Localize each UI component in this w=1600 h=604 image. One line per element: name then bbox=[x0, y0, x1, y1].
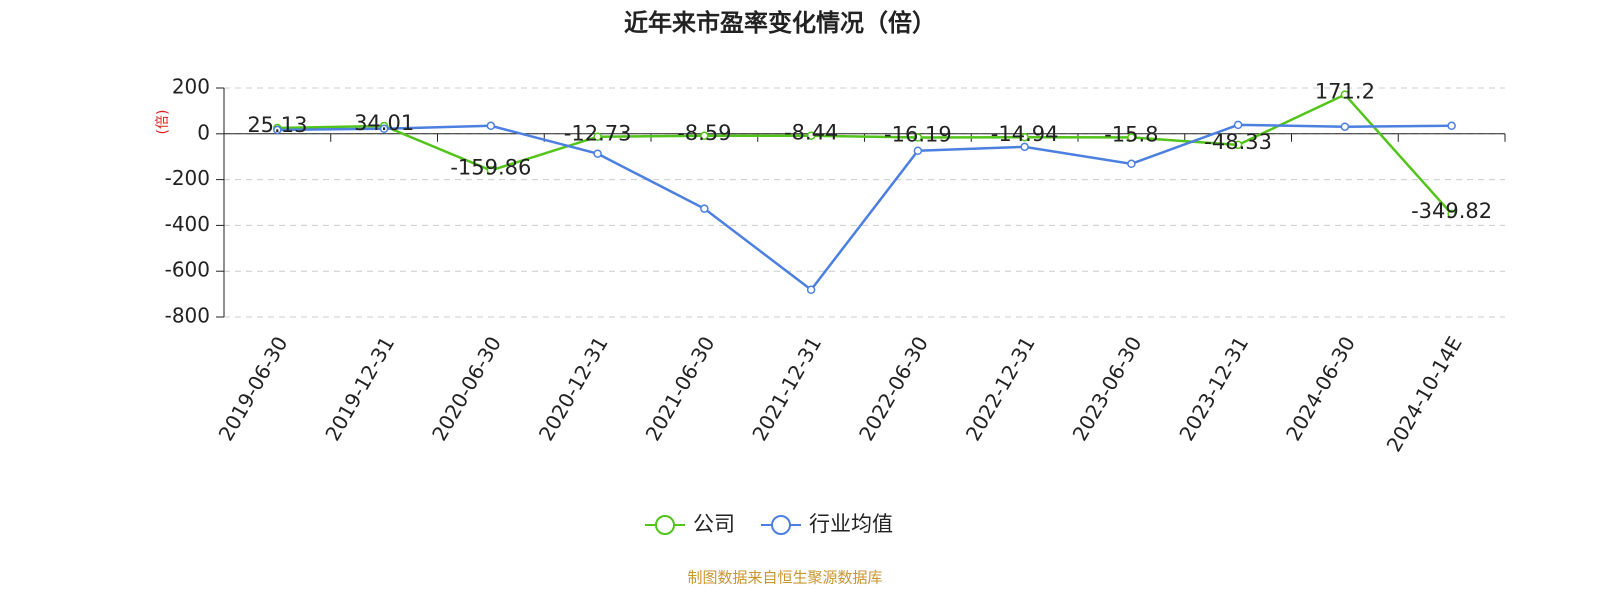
data-label: -14.94 bbox=[991, 122, 1059, 146]
series-line bbox=[277, 93, 1453, 215]
series-line bbox=[277, 123, 1452, 292]
data-label: -159.86 bbox=[450, 155, 531, 179]
point bbox=[1127, 159, 1136, 169]
point bbox=[700, 131, 709, 141]
x-tick-label: 2020-12-31 bbox=[534, 332, 613, 445]
y-tick-label: -200 bbox=[165, 166, 210, 190]
legend-item[interactable]: 公司 bbox=[645, 512, 735, 536]
x-tick-label: 2021-12-31 bbox=[747, 332, 826, 445]
legend-marker bbox=[771, 515, 791, 535]
x-tick-label: 2022-06-30 bbox=[854, 332, 933, 445]
data-label: -12.73 bbox=[564, 122, 632, 146]
point bbox=[806, 285, 816, 294]
data-label: -8.44 bbox=[784, 121, 838, 145]
data-label: 25.13 bbox=[247, 113, 307, 137]
point bbox=[1233, 120, 1243, 130]
point bbox=[486, 121, 496, 131]
chart-title: 近年来市盈率变化情况（倍） bbox=[624, 9, 936, 37]
data-label: -8.59 bbox=[677, 121, 731, 145]
point bbox=[1233, 140, 1243, 150]
legend-item[interactable]: 行业均值 bbox=[761, 512, 893, 536]
point bbox=[806, 131, 816, 140]
point bbox=[1127, 133, 1136, 142]
point bbox=[1340, 122, 1350, 131]
data-label: 34.01 bbox=[354, 111, 414, 135]
x-tick-label: 2021-06-30 bbox=[641, 332, 720, 445]
point bbox=[379, 124, 389, 134]
y-axis-label: (倍) bbox=[155, 110, 171, 135]
x-tick-label: 2020-06-30 bbox=[427, 332, 506, 445]
y-tick-label: -400 bbox=[165, 212, 210, 236]
data-label: -349.82 bbox=[1411, 199, 1492, 223]
point bbox=[913, 133, 923, 142]
point bbox=[1340, 90, 1350, 99]
x-tick-label: 2019-12-31 bbox=[320, 332, 399, 445]
point bbox=[913, 146, 923, 155]
x-tick-label: 2022-12-31 bbox=[961, 332, 1040, 445]
source-note: 制图数据来自恒生聚源数据库 bbox=[687, 569, 882, 587]
data-label: -48.33 bbox=[1204, 130, 1272, 154]
data-label: -15.8 bbox=[1104, 122, 1158, 146]
y-tick-label: -800 bbox=[165, 304, 210, 328]
point bbox=[1020, 142, 1029, 152]
data-label: -16.19 bbox=[884, 123, 952, 147]
x-tick-label: 2023-06-30 bbox=[1068, 332, 1147, 445]
point bbox=[1447, 209, 1456, 219]
x-tick-label: 2023-12-31 bbox=[1174, 332, 1253, 445]
legend: 公司 行业均值 bbox=[645, 512, 893, 536]
point bbox=[593, 132, 602, 141]
point bbox=[1020, 132, 1029, 142]
point bbox=[593, 149, 602, 158]
legend-marker bbox=[655, 515, 675, 535]
point bbox=[273, 125, 282, 135]
y-tick-label: 0 bbox=[197, 120, 210, 144]
point bbox=[486, 166, 496, 175]
point bbox=[700, 204, 709, 213]
y-tick-label: 200 bbox=[172, 75, 210, 99]
x-tick-label: 2024-10-14E bbox=[1381, 332, 1466, 456]
legend-label: 行业均值 bbox=[809, 512, 893, 536]
legend-label: 公司 bbox=[693, 512, 735, 536]
x-tick-label: 2019-06-30 bbox=[214, 332, 293, 445]
point bbox=[1447, 121, 1456, 131]
x-tick-label: 2024-06-30 bbox=[1281, 332, 1360, 445]
data-label: 171.2 bbox=[1315, 80, 1375, 104]
y-tick-label: -600 bbox=[165, 258, 210, 282]
